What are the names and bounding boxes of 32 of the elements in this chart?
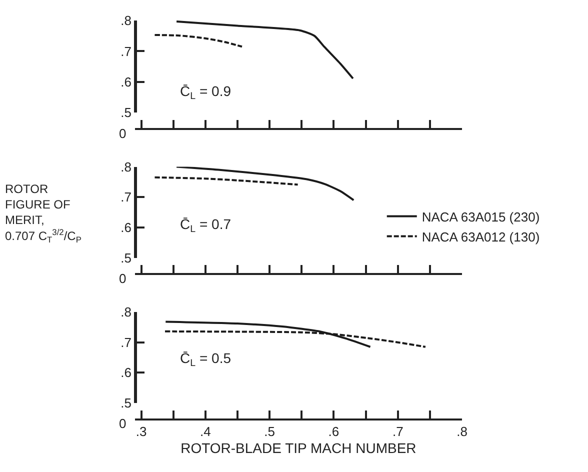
y-tick-label: .8: [120, 304, 132, 320]
y-axis-title: ROTOR FIGURE OF MERIT, 0.707 C$_{T}$$^{3/2}$/C$_{P}$: [5, 182, 82, 244]
annotation: C̄$_{L}$ = 0.5: [180, 350, 232, 369]
x-tick-label: .4: [200, 424, 211, 440]
line-series: [154, 34, 243, 48]
annotation: C̄$_{L}$ = 0.9: [180, 83, 232, 102]
y-tick-label: .6: [120, 365, 132, 380]
x-tick-label: .3: [136, 424, 147, 440]
y-tick-label: .7: [120, 190, 132, 205]
x-tick-label: .5: [264, 424, 275, 440]
y-tick-label: .5: [120, 396, 132, 411]
y-tick-label: .8: [120, 159, 132, 174]
legend-label: NACA 63A012 (130): [422, 229, 540, 244]
text: 0: [119, 416, 126, 431]
y-tick-label: .8: [120, 13, 132, 28]
x-tick-label: .7: [392, 424, 404, 440]
annotation: C̄$_{L}$ = 0.7: [180, 216, 232, 235]
y-tick-label: .6: [120, 220, 132, 235]
y-tick-label: .6: [120, 74, 132, 90]
text: 0: [119, 271, 126, 286]
x-axis-title: ROTOR-BLADE TIP MACH NUMBER: [180, 440, 416, 456]
x-tick-label: .8: [456, 424, 468, 440]
text: 0: [119, 126, 126, 141]
x-tick-label: .6: [328, 424, 340, 440]
line-series: [176, 20, 354, 80]
line-series: [176, 166, 355, 202]
y-tick-label: .5: [120, 250, 132, 266]
legend-label: NACA 63A015 (230): [422, 209, 540, 224]
line-series: [154, 176, 299, 186]
y-tick-label: .7: [120, 334, 132, 350]
y-tick-label: .5: [120, 105, 132, 120]
y-tick-label: .7: [120, 44, 132, 59]
